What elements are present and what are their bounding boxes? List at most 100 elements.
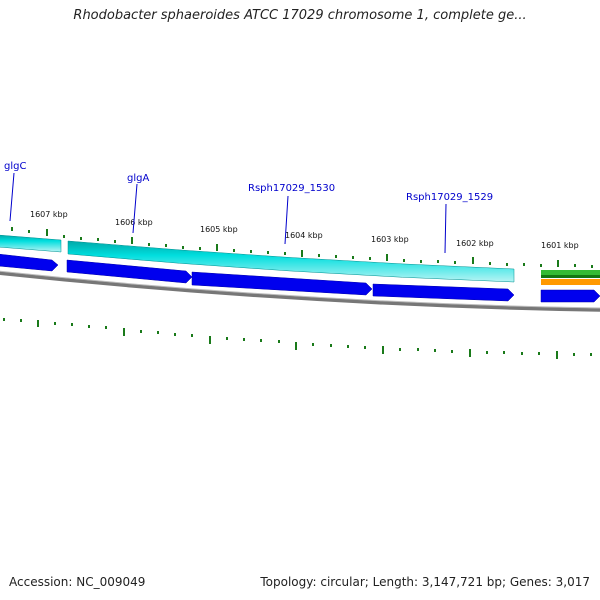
tick-mark	[165, 244, 167, 247]
tick-mark	[454, 261, 456, 264]
tick-mark	[469, 349, 471, 357]
tick-mark	[472, 257, 474, 264]
tick-mark	[451, 350, 453, 353]
gene-arrow-right[interactable]	[540, 289, 600, 303]
tick-mark	[11, 227, 13, 231]
tick-mark	[28, 230, 30, 233]
tick-mark	[318, 254, 320, 257]
inner-tick-row	[3, 318, 592, 359]
tick-mark	[123, 328, 125, 336]
gene-arrows	[0, 253, 600, 303]
gene-arrow-glgC[interactable]	[0, 253, 59, 272]
tick-mark	[486, 351, 488, 354]
tick-mark	[233, 249, 235, 252]
leader-line	[444, 203, 447, 254]
tick-mark	[573, 353, 575, 356]
tick-mark	[590, 353, 592, 356]
tick-mark	[399, 348, 401, 351]
tick-mark	[382, 346, 384, 354]
tick-labels: 1607 kbp 1606 kbp 1605 kbp 1604 kbp 1603…	[30, 210, 579, 250]
tick-mark	[174, 333, 176, 336]
tick-mark	[191, 334, 193, 337]
tick-mark	[148, 243, 150, 246]
tick-mark	[71, 323, 73, 326]
tick-mark	[37, 320, 39, 327]
tick-mark	[295, 342, 297, 350]
tick-label-1603: 1603 kbp	[371, 235, 409, 244]
tick-mark	[352, 256, 354, 259]
tick-mark	[420, 260, 422, 263]
leader-line	[284, 195, 289, 245]
tick-mark	[521, 352, 523, 355]
feature-dark-green[interactable]	[541, 275, 600, 278]
tick-mark	[386, 254, 388, 261]
tick-mark	[364, 346, 366, 349]
tick-label-1601: 1601 kbp	[541, 241, 579, 250]
map-title: Rhodobacter sphaeroides ATCC 17029 chrom…	[73, 8, 527, 23]
tick-label-1605: 1605 kbp	[200, 225, 238, 234]
tick-mark	[284, 252, 286, 255]
tick-mark	[417, 348, 419, 351]
cds-track	[0, 234, 515, 283]
tick-mark	[538, 352, 540, 355]
tick-mark	[209, 336, 211, 344]
outer-tick-row	[11, 227, 593, 268]
footer-accession: Accession: NC_009049	[9, 575, 146, 589]
tick-mark	[243, 338, 245, 341]
tick-mark	[131, 237, 133, 244]
tick-mark	[556, 351, 558, 359]
tick-label-1602: 1602 kbp	[456, 239, 494, 248]
gene-arrow-rsph17029-1530[interactable]	[191, 271, 373, 296]
tick-mark	[506, 263, 508, 266]
tick-mark	[312, 343, 314, 346]
cds-segment[interactable]	[67, 240, 515, 283]
gene-arrow-rsph17029-1529[interactable]	[372, 283, 515, 302]
tick-mark	[226, 337, 228, 340]
leader-line	[132, 183, 138, 234]
leader-line	[9, 172, 15, 222]
tick-mark	[199, 247, 201, 250]
tick-mark	[335, 255, 337, 258]
tick-mark	[80, 237, 82, 240]
cds-segment[interactable]	[0, 234, 62, 253]
tick-label-1604: 1604 kbp	[285, 231, 323, 240]
tick-mark	[278, 340, 280, 343]
tick-mark	[54, 322, 56, 325]
tick-mark	[434, 349, 436, 352]
gene-label-glgC[interactable]: glgC	[4, 161, 26, 172]
tick-mark	[182, 246, 184, 249]
tick-mark	[260, 339, 262, 342]
tick-mark	[250, 250, 252, 253]
footer-genome-stats: Topology: circular; Length: 3,147,721 bp…	[260, 575, 590, 589]
gene-arrow-glgA[interactable]	[66, 259, 193, 284]
tick-mark	[503, 351, 505, 354]
tick-mark	[63, 235, 65, 238]
tick-mark	[574, 264, 576, 267]
tick-mark	[97, 238, 99, 241]
tick-mark	[216, 244, 218, 251]
gene-label-rsph17029-1530[interactable]: Rsph17029_1530	[248, 183, 335, 194]
tick-mark	[540, 264, 542, 267]
tick-mark	[20, 319, 22, 322]
tick-mark	[157, 331, 159, 334]
tick-mark	[523, 263, 525, 266]
gene-labels: glgC glgA Rsph17029_1530 Rsph17029_1529	[4, 161, 493, 254]
gene-label-glgA[interactable]: glgA	[127, 173, 149, 184]
tick-mark	[140, 330, 142, 333]
tick-mark	[489, 262, 491, 265]
tick-mark	[267, 251, 269, 254]
chromosome-backbone	[0, 271, 600, 312]
tick-mark	[437, 260, 439, 263]
tick-mark	[88, 325, 90, 328]
rrna-feature-green[interactable]	[541, 270, 600, 275]
tick-mark	[46, 229, 48, 236]
tick-mark	[105, 326, 107, 329]
rna-features	[541, 270, 600, 285]
tick-mark	[3, 318, 5, 321]
tick-mark	[591, 265, 593, 268]
tick-mark	[301, 250, 303, 257]
chromosome-backbone-highlight	[0, 270, 600, 309]
rrna-feature-orange[interactable]	[541, 279, 600, 285]
gene-label-rsph17029-1529[interactable]: Rsph17029_1529	[406, 192, 493, 203]
